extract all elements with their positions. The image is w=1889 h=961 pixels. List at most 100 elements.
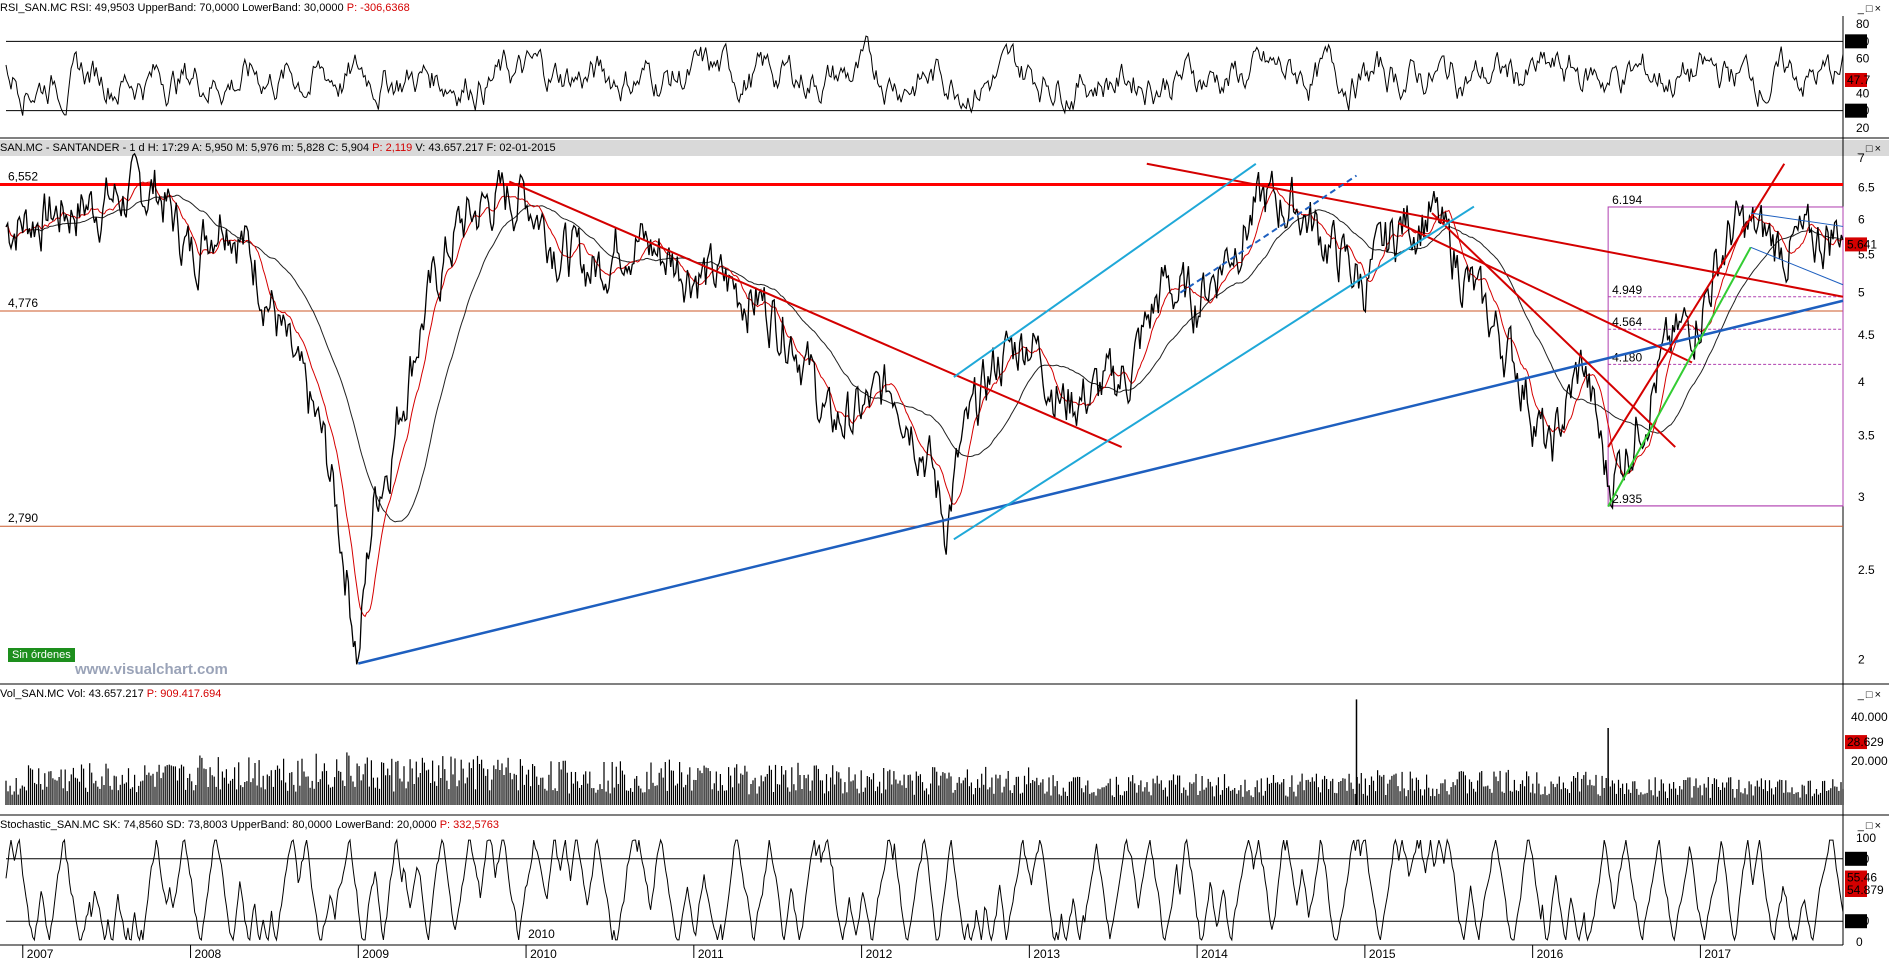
stoch-lower-marker: 20 — [1847, 914, 1861, 928]
price-header-label: SAN.MC - SANTANDER - 1 d H: 17:29 A: 5,9… — [0, 142, 373, 154]
price-axis-label: 3 — [1858, 490, 1865, 504]
rsi-upper-marker: 70 — [1847, 34, 1861, 48]
price-axis-label: 2.5 — [1858, 563, 1875, 577]
x-label-2009: 2009 — [362, 947, 389, 961]
orders-badge[interactable]: Sin órdenes — [8, 648, 75, 662]
x-sub-label: 2010 — [528, 927, 555, 941]
rsi-lower-marker-bg — [1845, 103, 1867, 118]
x-label-2008: 2008 — [195, 947, 222, 961]
rsi-upper-marker-bg — [1845, 34, 1867, 49]
axis-labels: 80706040302076.565.554.543.532.5240.0002… — [1851, 17, 1888, 949]
price-current-marker-bg — [1845, 237, 1867, 252]
volume-bars — [5, 699, 1844, 805]
price-axis-label: 3.5 — [1858, 428, 1875, 442]
x-label-2012: 2012 — [866, 947, 893, 961]
wedge-lower — [1750, 246, 1844, 286]
stoch-maximize-button[interactable]: □ — [1865, 820, 1875, 832]
wedge-upper — [1750, 212, 1844, 227]
watermark-text: www.visualchart.com — [75, 661, 228, 678]
x-label-2016: 2016 — [1537, 947, 1564, 961]
price-axis-label: 7 — [1858, 151, 1865, 165]
uptrend-green — [1607, 246, 1752, 508]
moving-average-long-line — [5, 194, 1844, 523]
volume-minimize-button[interactable]: _ — [1857, 689, 1866, 701]
x-label-2017: 2017 — [1704, 947, 1731, 961]
stoch-sd-marker: 54.879 — [1847, 883, 1884, 897]
stoch-axis-label: 0 — [1856, 935, 1863, 949]
rsi-current-marker-bg — [1845, 72, 1867, 87]
stoch-header: Stochastic_SAN.MC SK: 74,8560 SD: 73,800… — [0, 817, 1889, 833]
downtrend-2015 — [1431, 212, 1676, 448]
volume-header: Vol_SAN.MC Vol: 43.657.217 P: 909.417.69… — [0, 686, 1889, 702]
volume-maximize-button[interactable]: □ — [1865, 689, 1875, 701]
rsi-minimize-button[interactable]: _ — [1857, 3, 1866, 15]
price-axis-label: 6.5 — [1858, 181, 1875, 195]
resistance-trendline-2014 — [1146, 162, 1844, 298]
volume-header-p: P: 909.417.694 — [146, 688, 222, 700]
rsi-axis-label: 60 — [1856, 52, 1870, 66]
trendlines — [358, 162, 1844, 665]
rsi-current-marker: 47.7 — [1847, 73, 1871, 87]
volume-axis-label: 20.000 — [1851, 754, 1888, 768]
rsi-header-p: P: -306,6368 — [346, 2, 410, 14]
rsi-axis-label: 20 — [1856, 121, 1870, 135]
price-close-button[interactable]: × — [1874, 143, 1883, 155]
volume-current-marker-bg — [1845, 735, 1867, 750]
x-label-2010: 2010 — [530, 947, 557, 961]
stoch-lower-marker-bg — [1845, 914, 1867, 929]
volume-current-marker: 28.629 — [1847, 735, 1884, 749]
x-label-2007: 2007 — [27, 947, 54, 961]
level-label-0: 6,552 — [8, 169, 38, 183]
stoch-sk-marker-bg — [1845, 870, 1867, 885]
price-axis-label: 4.5 — [1858, 328, 1875, 342]
stoch-upper-marker: 80 — [1847, 852, 1861, 866]
price-axis-label: 2 — [1858, 652, 1865, 666]
downtrend-2015b — [1398, 222, 1693, 364]
price-minimize-button[interactable]: _ — [1857, 143, 1866, 155]
level-label-2: 2,790 — [8, 511, 38, 525]
fib-label-1: 4.949 — [1612, 283, 1642, 297]
channel-upper — [953, 162, 1257, 378]
uptrend-2016 — [1607, 163, 1786, 448]
x-axis-labels: 2007 2008 2009 2010 2011 2012 2013 2014 2015 2016… — [22, 927, 1731, 961]
stoch-sk-marker: 55.46 — [1847, 871, 1877, 885]
rsi-maximize-button[interactable]: □ — [1865, 3, 1875, 15]
level-label-1: 4,776 — [8, 296, 38, 310]
channel-lower — [953, 205, 1475, 541]
resistance-trendline-2010 — [508, 180, 1123, 448]
price-header-suffix: V: 43.657.217 F: 02-01-2015 — [412, 142, 556, 154]
rsi-header: RSI_SAN.MC RSI: 49,9503 UpperBand: 70,00… — [0, 0, 1889, 16]
price-header: SAN.MC - SANTANDER - 1 d H: 17:29 A: 5,9… — [0, 140, 1889, 156]
fib-label-0: 6.194 — [1612, 193, 1642, 207]
horizontal-levels: 6,552 4,776 2,790 — [0, 169, 1843, 527]
rsi-bands — [6, 40, 1843, 112]
fib-label-2: 4.564 — [1612, 315, 1642, 329]
stoch-bands — [6, 858, 1843, 922]
rsi-close-button[interactable]: × — [1874, 3, 1883, 15]
rsi-axis-label: 40 — [1856, 86, 1870, 100]
fib-label-4: 2.935 — [1612, 492, 1642, 506]
volume-close-button[interactable]: × — [1874, 689, 1883, 701]
price-maximize-button[interactable]: □ — [1865, 143, 1875, 155]
x-label-2014: 2014 — [1201, 947, 1228, 961]
price-series-line — [5, 152, 1844, 665]
rsi-axis-label: 80 — [1856, 17, 1870, 31]
stoch-axis-label: 100 — [1856, 831, 1876, 845]
fib-label-3: 4.180 — [1612, 350, 1642, 364]
price-current-marker: 5.641 — [1847, 237, 1877, 251]
x-label-2011: 2011 — [698, 947, 724, 961]
fibonacci-retracement: 6.194 4.949 4.564 4.180 2.935 — [1607, 193, 1844, 507]
moving-average-short-line — [5, 181, 1844, 618]
support-trendline — [358, 299, 1844, 665]
volume-axis-label: 40.000 — [1851, 710, 1888, 724]
channel-mid-dashed — [1179, 174, 1358, 294]
rsi-header-label: RSI_SAN.MC RSI: 49,9503 UpperBand: 70,00… — [0, 2, 347, 14]
stoch-close-button[interactable]: × — [1874, 820, 1883, 832]
x-label-2015: 2015 — [1369, 947, 1396, 961]
stoch-header-p: P: 332,5763 — [439, 819, 500, 831]
stoch-header-label: Stochastic_SAN.MC SK: 74,8560 SD: 73,800… — [0, 819, 440, 831]
stoch-minimize-button[interactable]: _ — [1857, 820, 1866, 832]
price-axis-label: 4 — [1858, 375, 1865, 389]
